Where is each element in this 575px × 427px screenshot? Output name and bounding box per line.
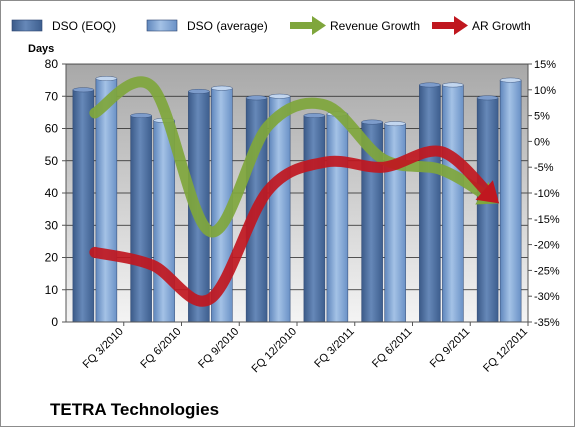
bar-cap [95,76,118,81]
y-axis-label: Days [28,43,54,55]
bar [442,84,464,323]
bar-cap [442,82,464,88]
legend-item: DSO (EOQ) [11,19,116,33]
y-tick-label: 50 [45,154,59,168]
legend-swatch [146,19,178,32]
bar [476,97,499,323]
legend-item: AR Growth [432,16,531,35]
y2-tick-label: 0% [534,136,550,148]
bar-cap [303,113,326,119]
y-tick-label: 20 [45,251,59,265]
y2-tick-label: -10% [534,188,560,200]
x-tick-label: FQ 3/2010 [81,326,126,371]
bar-cap [72,87,95,93]
y-tick-label: 30 [45,218,59,232]
y2-tick-label: -35% [534,317,560,329]
bar-cap [245,95,268,101]
x-tick-label: FQ 9/2011 [428,326,473,371]
legend-label: DSO (average) [187,19,268,33]
bar [153,120,175,323]
growth-line [89,145,496,307]
bar-cap [361,119,383,125]
bar [419,84,441,323]
bar [326,113,349,323]
legend-label: Revenue Growth [330,19,420,33]
growth-lines [89,76,500,307]
y2-tick-label: -25% [534,265,560,277]
bar [499,79,522,323]
bar [384,123,406,323]
legend-item: Revenue Growth [290,16,420,35]
x-tick-label: FQ 12/2010 [250,326,300,376]
y2-tick-label: -5% [534,162,554,174]
bar-cap [499,77,522,83]
y-tick-label: 80 [45,57,59,71]
y-tick-label: 10 [45,283,59,297]
y2-tick-label: 5% [534,111,550,123]
y-tick-label: 60 [45,122,59,136]
bar [303,115,326,323]
y-tick-label: 70 [45,89,59,103]
x-tick-label: FQ 3/2011 [312,326,357,371]
growth-line [89,76,495,238]
y2-tick-label: 15% [534,59,556,71]
bar-cap [130,113,152,119]
y2-tick-label: -30% [534,291,560,303]
legend-arrow-head [454,16,468,35]
y2-tick-label: -20% [534,240,560,252]
legend-label: DSO (EOQ) [52,19,116,33]
bar-cap [419,82,441,88]
legend-label: AR Growth [472,19,531,33]
bar-cap [211,85,233,91]
legend-swatch [11,19,43,32]
y2-tick-label: 10% [534,85,556,97]
bar-cap [268,93,291,99]
bar [130,115,152,323]
y-tick-label: 40 [45,186,59,200]
arrow-head [475,180,500,204]
y2-tick-label: -15% [534,214,560,226]
x-tick-label: FQ 6/2011 [370,326,415,371]
bar-cap [188,89,210,94]
chart-title: TETRA Technologies [50,400,219,419]
legend: DSO (EOQ) DSO (average) Revenue Growth AR G… [11,16,531,35]
bar-cap [476,95,499,101]
y-tick-label: 0 [51,315,58,329]
legend-arrow-head [312,16,326,35]
x-tick-label: FQ 6/2010 [138,326,183,371]
bar-cap [384,121,406,127]
bar [72,89,95,323]
legend-item: DSO (average) [146,19,268,33]
x-tick-label: FQ 9/2010 [196,326,241,371]
x-tick-label: FQ 12/2011 [481,326,530,375]
bar [268,96,291,323]
